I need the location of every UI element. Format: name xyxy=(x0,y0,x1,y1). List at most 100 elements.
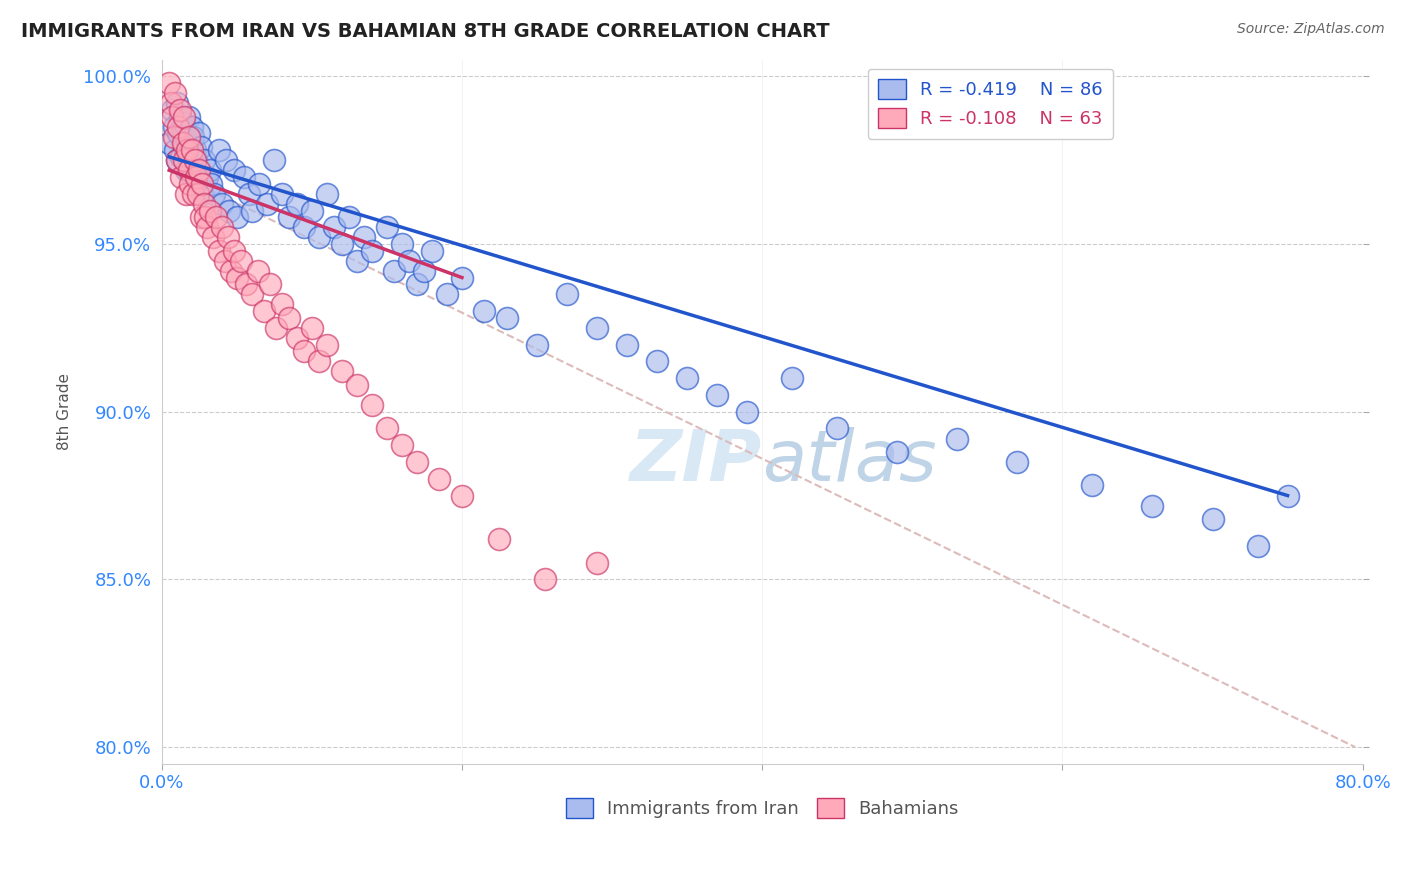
Point xyxy=(391,438,413,452)
Point xyxy=(179,177,201,191)
Point xyxy=(174,163,197,178)
Point xyxy=(177,163,200,178)
Point xyxy=(315,337,337,351)
Point xyxy=(177,110,200,124)
Point xyxy=(384,264,406,278)
Point xyxy=(259,277,281,292)
Point xyxy=(946,432,969,446)
Point xyxy=(177,146,200,161)
Point xyxy=(308,354,330,368)
Point xyxy=(184,143,207,157)
Point xyxy=(278,211,301,225)
Point xyxy=(270,297,292,311)
Point xyxy=(187,167,209,181)
Point xyxy=(406,277,429,292)
Point xyxy=(165,143,187,157)
Point xyxy=(167,127,190,141)
Point xyxy=(253,304,276,318)
Point xyxy=(420,244,443,258)
Point xyxy=(315,186,337,201)
Point xyxy=(173,110,195,124)
Point xyxy=(256,196,278,211)
Point xyxy=(398,253,420,268)
Point xyxy=(190,140,212,154)
Point xyxy=(222,163,245,178)
Point xyxy=(179,156,201,170)
Point xyxy=(225,270,247,285)
Point xyxy=(193,153,215,168)
Point xyxy=(176,143,198,157)
Point xyxy=(413,264,436,278)
Point xyxy=(170,169,193,184)
Point xyxy=(165,86,187,100)
Point xyxy=(170,150,193,164)
Point xyxy=(195,169,218,184)
Point xyxy=(645,354,668,368)
Point xyxy=(706,388,728,402)
Point xyxy=(186,169,208,184)
Point xyxy=(163,120,186,134)
Point xyxy=(246,264,269,278)
Point xyxy=(285,331,308,345)
Point xyxy=(330,237,353,252)
Point xyxy=(555,287,578,301)
Point xyxy=(346,377,368,392)
Point xyxy=(208,143,231,157)
Text: Source: ZipAtlas.com: Source: ZipAtlas.com xyxy=(1237,22,1385,37)
Point xyxy=(780,371,803,385)
Point xyxy=(190,211,212,225)
Point xyxy=(176,133,198,147)
Point xyxy=(217,230,239,244)
Point xyxy=(240,287,263,301)
Point xyxy=(194,211,217,225)
Point xyxy=(337,211,360,225)
Point xyxy=(586,321,609,335)
Point xyxy=(186,153,208,168)
Point xyxy=(735,405,758,419)
Point xyxy=(533,573,555,587)
Point xyxy=(436,287,458,301)
Point xyxy=(233,169,256,184)
Text: IMMIGRANTS FROM IRAN VS BAHAMIAN 8TH GRADE CORRELATION CHART: IMMIGRANTS FROM IRAN VS BAHAMIAN 8TH GRA… xyxy=(21,22,830,41)
Point xyxy=(231,253,253,268)
Point xyxy=(406,455,429,469)
Point xyxy=(301,203,323,218)
Point xyxy=(346,253,368,268)
Point xyxy=(308,230,330,244)
Point xyxy=(160,110,183,124)
Point xyxy=(263,153,285,168)
Point xyxy=(278,310,301,325)
Point xyxy=(375,220,398,235)
Point xyxy=(169,110,191,124)
Point xyxy=(187,186,209,201)
Point xyxy=(1277,489,1299,503)
Point xyxy=(292,220,315,235)
Point xyxy=(1142,499,1164,513)
Legend: Immigrants from Iran, Bahamians: Immigrants from Iran, Bahamians xyxy=(558,791,966,825)
Point xyxy=(225,211,247,225)
Point xyxy=(180,120,202,134)
Point xyxy=(169,103,191,117)
Point xyxy=(201,230,224,244)
Point xyxy=(159,96,181,111)
Point xyxy=(886,445,908,459)
Text: ZIP: ZIP xyxy=(630,426,762,496)
Point xyxy=(173,153,195,168)
Point xyxy=(616,337,638,351)
Point xyxy=(195,220,218,235)
Point xyxy=(188,177,211,191)
Point xyxy=(586,556,609,570)
Point xyxy=(360,244,382,258)
Point xyxy=(191,177,214,191)
Point xyxy=(166,96,188,111)
Point xyxy=(825,421,848,435)
Point xyxy=(172,123,194,137)
Point xyxy=(208,244,231,258)
Point xyxy=(488,532,510,546)
Point xyxy=(1246,539,1268,553)
Point xyxy=(173,116,195,130)
Point xyxy=(160,103,183,117)
Point xyxy=(181,129,204,144)
Point xyxy=(375,421,398,435)
Point xyxy=(202,186,225,201)
